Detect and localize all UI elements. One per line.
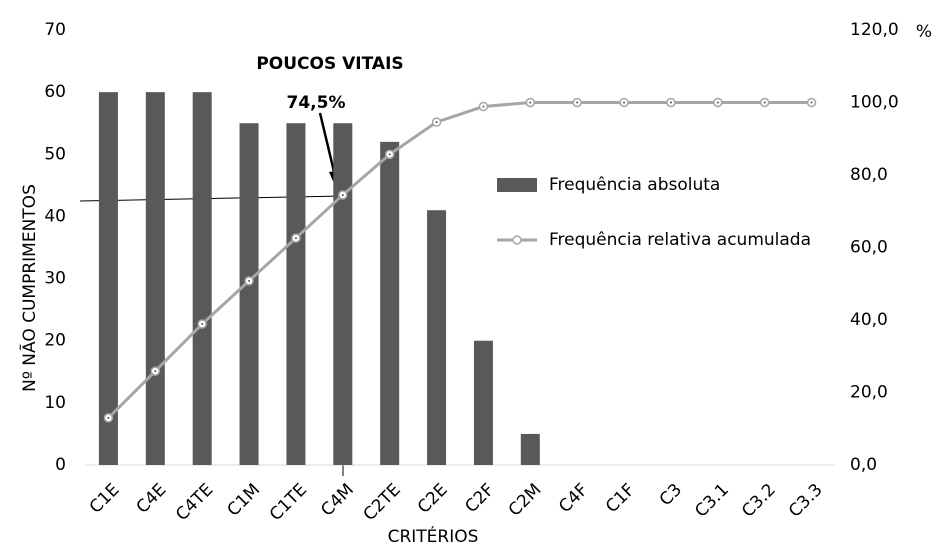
- marker-dot: [810, 101, 813, 104]
- legend-swatch: [512, 235, 522, 245]
- legend-swatch: [497, 178, 537, 192]
- marker-dot: [529, 101, 532, 104]
- x-tick-label: C1E: [86, 480, 124, 518]
- y-tick-label: 0: [55, 455, 66, 475]
- marker-dot: [248, 279, 251, 282]
- marker-dot: [388, 153, 391, 156]
- marker-dot: [716, 101, 719, 104]
- y-tick-label: 10: [44, 393, 66, 413]
- x-tick-label: C1F: [602, 480, 639, 517]
- x-tick-label: C2F: [461, 480, 498, 517]
- marker-dot: [482, 105, 485, 108]
- y2-tick-label: 80,0: [850, 165, 888, 185]
- y2-tick-label: 20,0: [850, 383, 888, 403]
- x-tick-label: C4TE: [172, 480, 217, 525]
- x-tick-label: C4F: [555, 480, 592, 517]
- x-tick-label: C2M: [505, 480, 546, 521]
- bar: [145, 92, 165, 466]
- bar: [239, 123, 259, 465]
- bar: [98, 92, 118, 466]
- y2-tick-label: 0,0: [850, 455, 877, 475]
- y-tick-label: 60: [44, 82, 66, 102]
- marker-dot: [154, 370, 157, 373]
- x-tick-label: C2TE: [360, 480, 405, 525]
- x-axis-title: CRITÉRIOS: [388, 525, 479, 547]
- marker-dot: [341, 193, 344, 196]
- x-tick-label: C4M: [317, 480, 358, 521]
- bar: [192, 92, 212, 466]
- x-tick-label: C4E: [133, 480, 171, 518]
- marker-dot: [576, 101, 579, 104]
- y2-tick-label: 100,0: [850, 93, 899, 113]
- marker-dot: [763, 101, 766, 104]
- marker-dot: [294, 237, 297, 240]
- y-axis-title: Nº NÃO CUMPRIMENTOS: [18, 184, 40, 392]
- x-tick-label: C3.2: [738, 480, 780, 522]
- bar: [520, 433, 540, 465]
- y-tick-label: 20: [44, 331, 66, 351]
- x-tick-label: C1M: [224, 480, 265, 521]
- y2-tick-label: 120,0: [850, 20, 899, 40]
- x-tick-label: C2E: [414, 480, 452, 518]
- bar: [427, 210, 447, 465]
- annotation: POUCOS VITAIS: [256, 54, 403, 74]
- y-tick-label: 70: [44, 20, 66, 40]
- x-tick-label: C3.3: [785, 480, 827, 522]
- bar: [380, 141, 400, 465]
- bar: [286, 123, 306, 465]
- y-tick-label: 30: [44, 269, 66, 289]
- bar: [333, 123, 353, 465]
- marker-dot: [435, 121, 438, 124]
- x-tick-label: C3.1: [691, 480, 733, 522]
- x-tick-label: C3: [656, 480, 686, 510]
- marker-dot: [669, 101, 672, 104]
- annotation: 74,5%: [287, 93, 346, 113]
- y-tick-label: 50: [44, 144, 66, 164]
- legend-label: Frequência relativa acumulada: [549, 230, 811, 250]
- marker-dot: [201, 322, 204, 325]
- x-tick-label: C1TE: [266, 480, 311, 525]
- marker-dot: [107, 416, 110, 419]
- y2-tick-label: 60,0: [850, 238, 888, 258]
- line: [107, 101, 812, 419]
- y2-unit: %: [916, 22, 932, 42]
- legend-label: Frequência absoluta: [549, 175, 720, 195]
- y-tick-label: 40: [44, 206, 66, 226]
- marker-dot: [623, 101, 626, 104]
- bar: [473, 340, 493, 465]
- y2-tick-label: 40,0: [850, 310, 888, 330]
